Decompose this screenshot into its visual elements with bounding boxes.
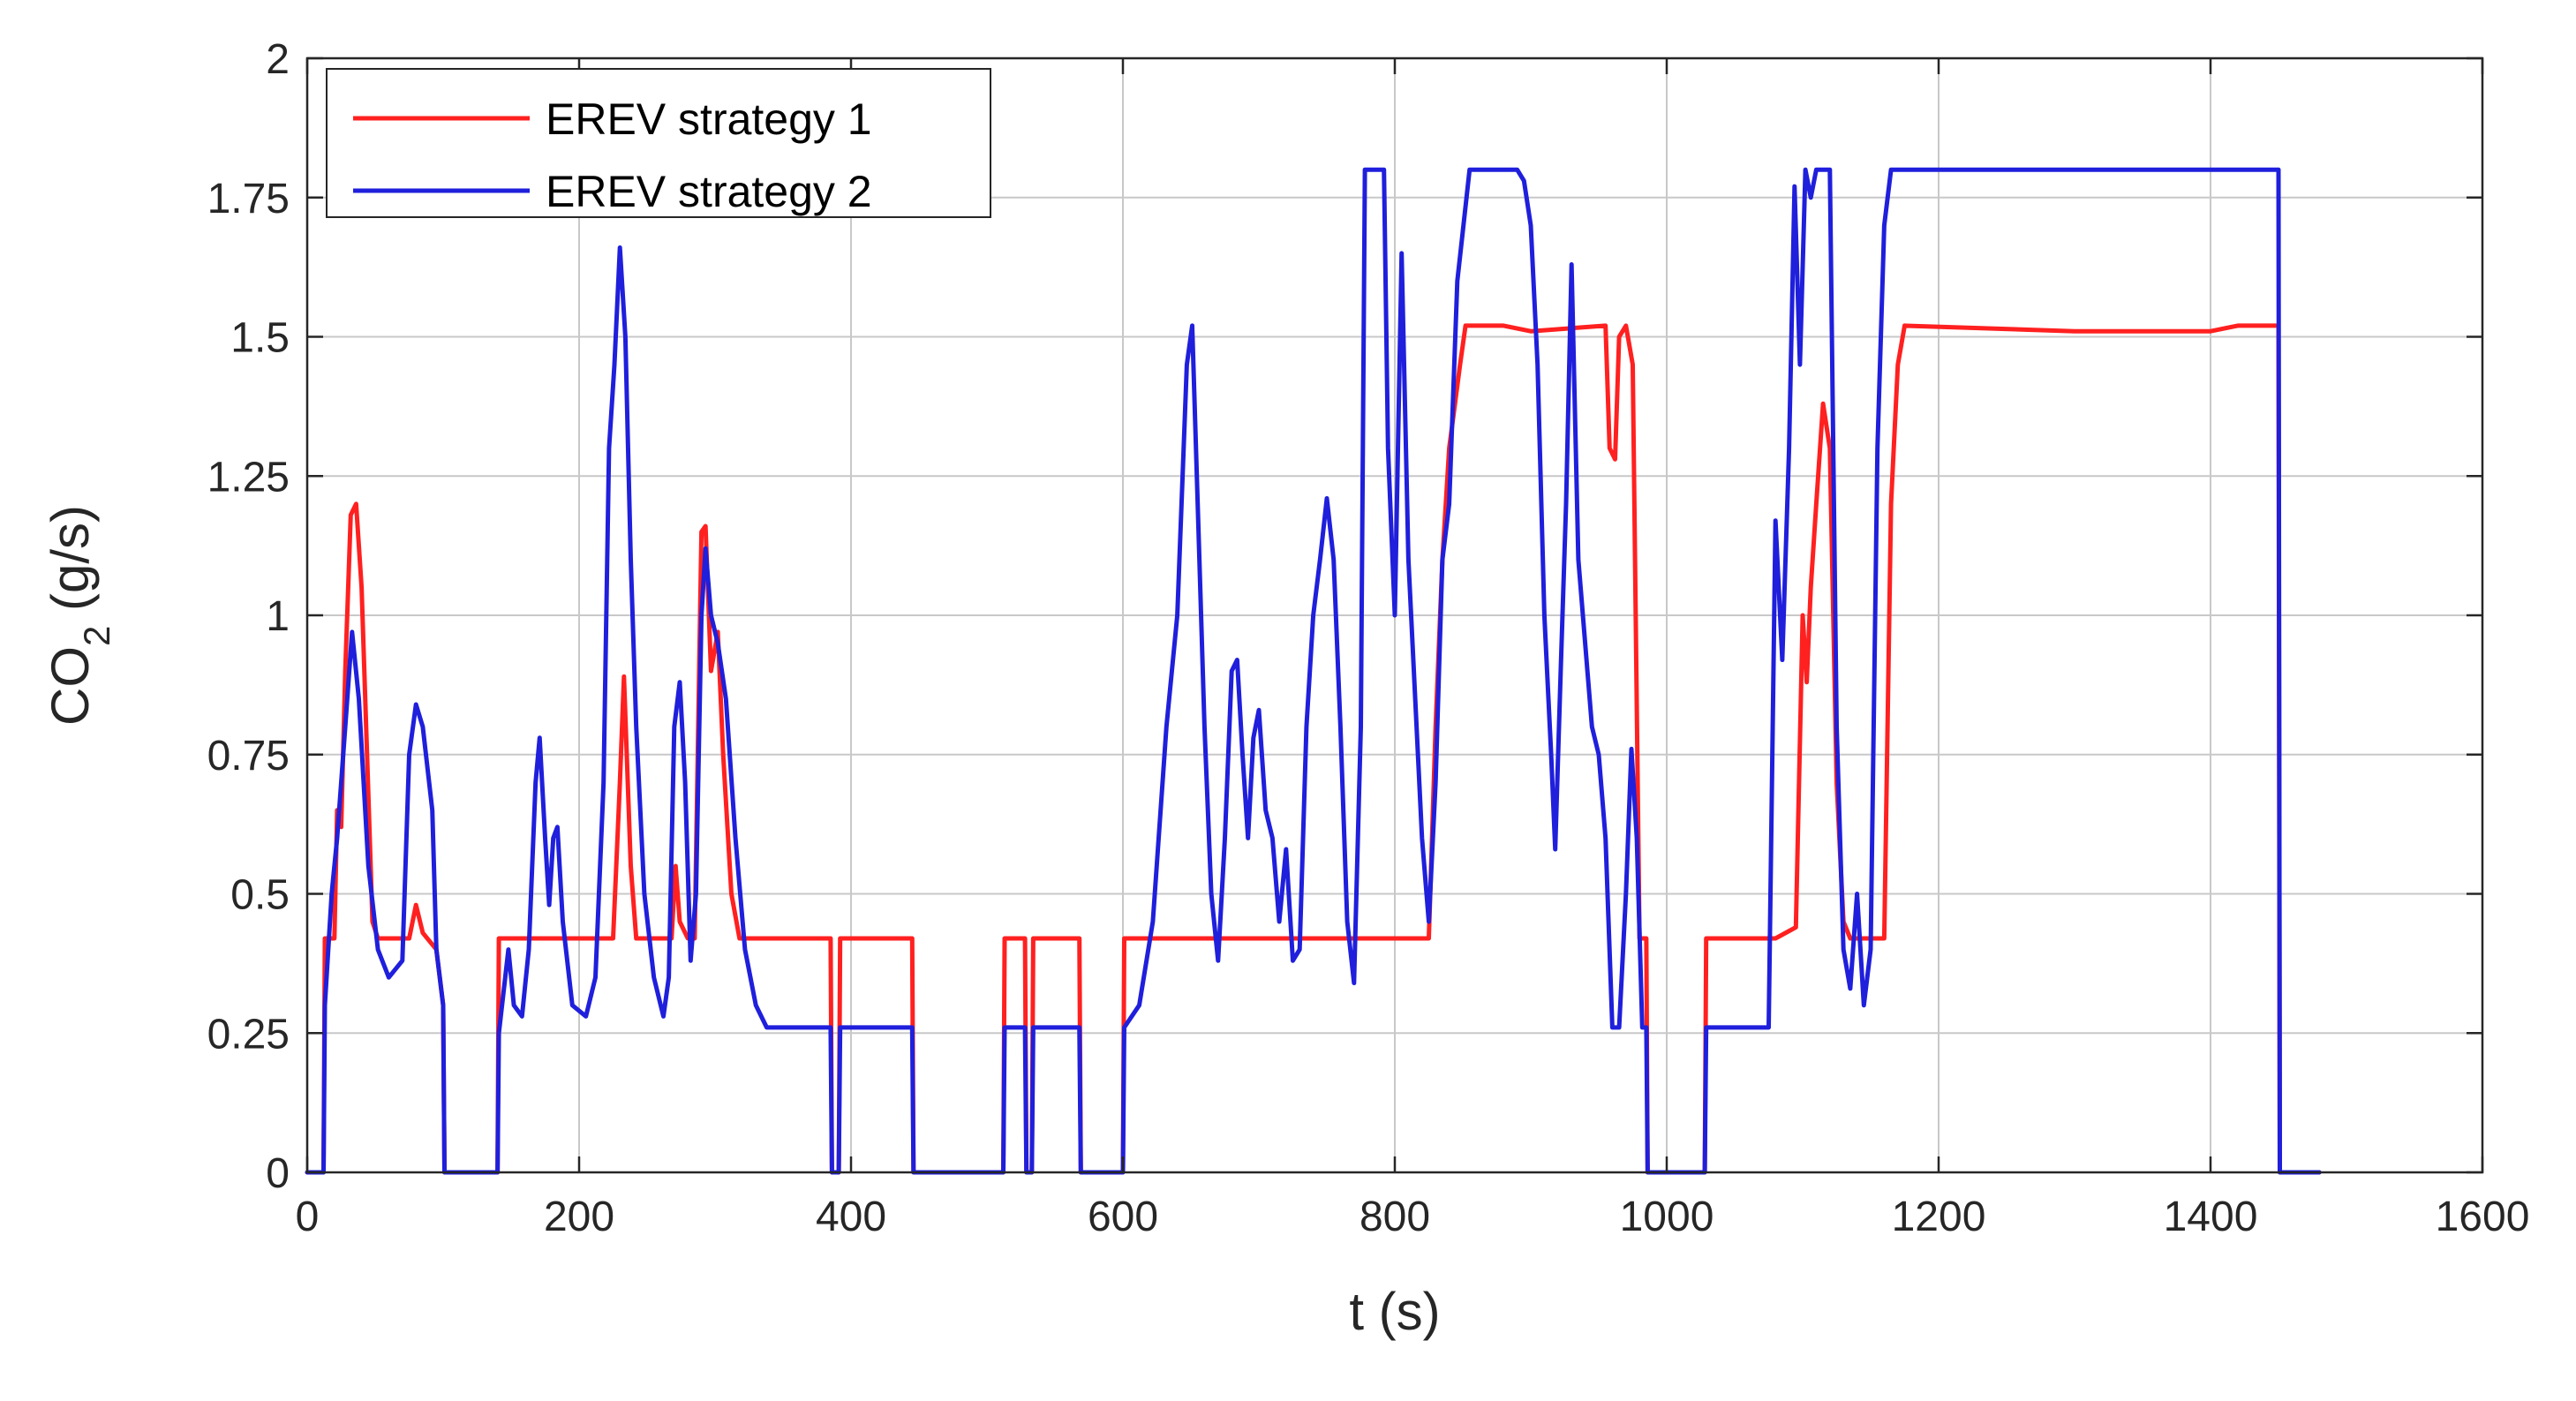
legend: EREV strategy 1 EREV strategy 2 — [326, 68, 991, 218]
y-tick-label: 0 — [266, 1150, 290, 1197]
x-tick-label: 200 — [544, 1194, 614, 1240]
x-axis-title: t (s) — [1349, 1282, 1440, 1341]
y-axis-title-unit: (g/s) — [41, 505, 100, 626]
y-tick-label: 1 — [266, 593, 290, 640]
y-tick-labels: 0 0.25 0.5 0.75 1 1.25 1.5 1.75 2 — [207, 36, 290, 1197]
x-tick-label: 800 — [1360, 1194, 1430, 1240]
y-tick-label: 0.5 — [230, 872, 290, 919]
legend-label-strategy-1: EREV strategy 1 — [546, 94, 872, 144]
x-tick-label: 600 — [1088, 1194, 1158, 1240]
y-tick-label: 1.5 — [230, 315, 290, 362]
y-tick-label: 2 — [266, 36, 290, 83]
y-tick-label: 0.25 — [207, 1011, 290, 1058]
x-tick-label: 1600 — [2436, 1194, 2530, 1240]
y-tick-label: 1.25 — [207, 454, 290, 501]
x-tick-labels: 0 200 400 600 800 1000 1200 1400 1600 — [296, 1194, 2530, 1240]
x-tick-label: 400 — [816, 1194, 886, 1240]
y-axis-title-base: CO — [41, 646, 100, 726]
legend-label-strategy-2: EREV strategy 2 — [546, 167, 872, 216]
y-tick-label: 1.75 — [207, 176, 290, 222]
x-tick-label: 1200 — [1892, 1194, 1986, 1240]
ticks — [305, 56, 2484, 1174]
x-tick-label: 0 — [296, 1194, 320, 1240]
y-axis-title-subscript: 2 — [76, 626, 117, 646]
x-tick-label: 1000 — [1620, 1194, 1714, 1240]
y-tick-label: 0.75 — [207, 733, 290, 780]
y-axis-title: CO2 (g/s) — [41, 505, 117, 726]
series-line-strategy-2 — [305, 167, 2322, 1175]
x-tick-label: 1400 — [2164, 1194, 2258, 1240]
